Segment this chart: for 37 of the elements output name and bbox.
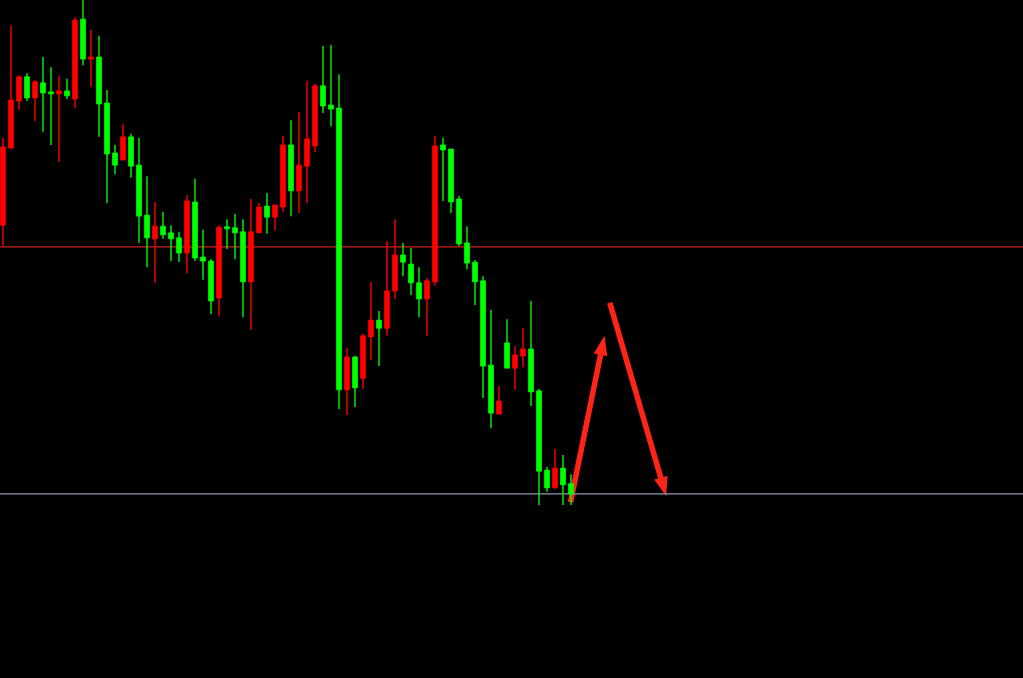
candlestick [64, 78, 70, 100]
candlestick [496, 385, 502, 415]
candlestick [464, 225, 470, 270]
candlestick [224, 218, 230, 250]
candlestick [88, 29, 94, 88]
candlestick [160, 211, 166, 240]
candlestick [264, 192, 270, 235]
candlestick [272, 204, 278, 232]
candlestick [176, 231, 182, 263]
candlestick [416, 266, 422, 318]
candlestick [120, 123, 126, 161]
candlestick [400, 242, 406, 277]
candlestick [408, 247, 414, 296]
candlestick [200, 229, 206, 281]
candlestick [168, 224, 174, 262]
candlestick [24, 72, 30, 102]
candlestick [320, 45, 326, 114]
candlestick [112, 144, 118, 175]
candlestick [32, 79, 38, 122]
candlestick [568, 473, 574, 506]
candlestick [232, 213, 238, 260]
candlestick [512, 345, 518, 391]
candlestick [152, 201, 158, 284]
candlestick [48, 66, 54, 146]
candlestick [368, 281, 374, 361]
candlestick [472, 259, 478, 306]
candlestick [424, 277, 430, 337]
candlestick [40, 56, 46, 133]
candlestick [144, 175, 150, 268]
candlestick [440, 137, 446, 202]
candlestick [328, 44, 334, 127]
candlestick [376, 310, 382, 367]
candlestick [56, 75, 62, 163]
candlestick [552, 448, 558, 490]
candlestick [520, 327, 526, 368]
candlestick [544, 466, 550, 493]
candlestick [560, 454, 566, 506]
